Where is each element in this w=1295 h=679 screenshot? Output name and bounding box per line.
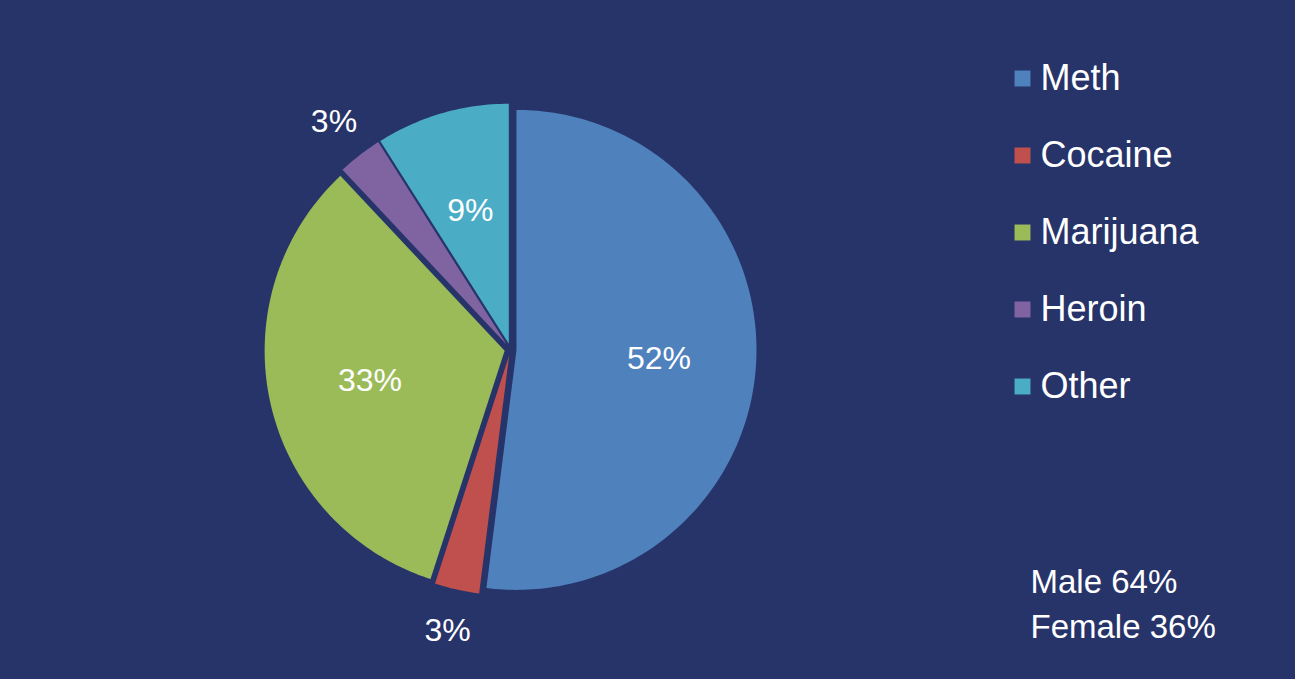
svg-text:52%: 52% xyxy=(627,340,691,376)
svg-text:3%: 3% xyxy=(425,612,471,648)
svg-text:3%: 3% xyxy=(311,103,357,139)
svg-text:9%: 9% xyxy=(447,192,493,228)
svg-text:Male 64%: Male 64% xyxy=(1031,563,1178,600)
svg-text:Marijuana: Marijuana xyxy=(1041,211,1200,252)
svg-text:Heroin: Heroin xyxy=(1041,288,1147,329)
svg-text:Other: Other xyxy=(1041,365,1131,406)
svg-text:33%: 33% xyxy=(338,362,402,398)
svg-text:Meth: Meth xyxy=(1041,57,1121,98)
svg-text:Cocaine: Cocaine xyxy=(1041,134,1173,175)
svg-text:Female 36%: Female 36% xyxy=(1031,608,1216,645)
